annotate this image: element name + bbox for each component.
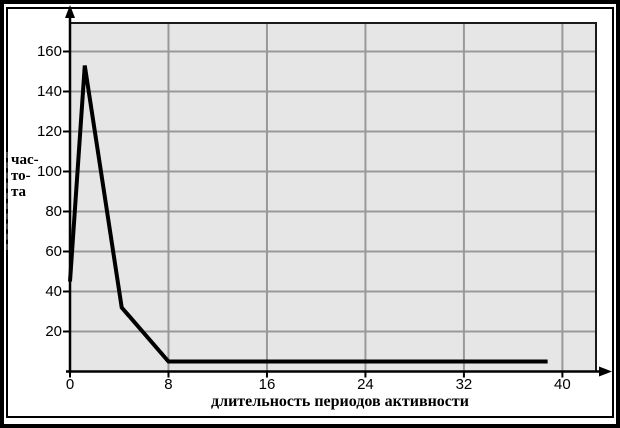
- x-tick-label: 40: [554, 376, 571, 393]
- y-tick-label: 20: [45, 322, 62, 340]
- plot-area: [70, 23, 596, 372]
- x-tick-label: 8: [164, 376, 173, 393]
- data-line: [68, 65, 548, 364]
- y-tick-label: 140: [36, 82, 62, 100]
- y-tick-label: 160: [36, 42, 62, 60]
- y-axis-arrow-icon: [65, 5, 75, 18]
- y-tick-label: 120: [36, 122, 62, 140]
- y-tick-label: 60: [45, 242, 62, 260]
- plot-border: [70, 22, 597, 372]
- x-tick-label: 24: [357, 376, 374, 393]
- y-axis-label-line: то-: [11, 168, 31, 184]
- x-tick-label: 32: [455, 376, 473, 393]
- y-tick-label: 80: [45, 202, 62, 220]
- x-axis-arrow-icon: [599, 366, 612, 377]
- y-axis-label: час- то- та: [6, 152, 40, 250]
- y-axis-label-line: та: [11, 184, 27, 200]
- x-axis-label: длительность периодов активности: [211, 393, 469, 410]
- x-tick-label: 0: [65, 376, 75, 393]
- x-tick-label: 16: [258, 376, 276, 393]
- y-tick-label: 40: [45, 282, 62, 300]
- y-tick-label: 100: [36, 162, 62, 180]
- y-axis-label-line: час-: [11, 152, 39, 168]
